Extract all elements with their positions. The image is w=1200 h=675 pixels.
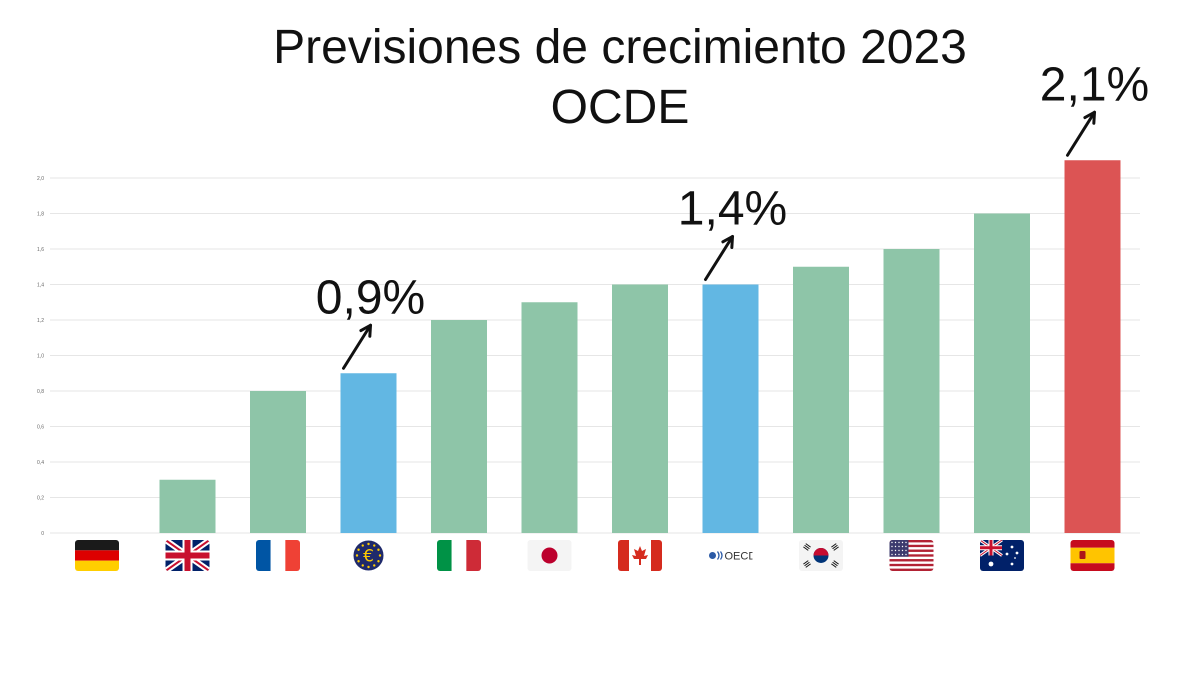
y-tick-label: 1,2 xyxy=(37,318,44,324)
oecd-logo-icon: OECD xyxy=(709,551,757,563)
bar-espa-a xyxy=(1064,160,1121,533)
chart-title-line-1: Previsiones de crecimiento 2023 xyxy=(273,21,967,74)
flag-japan-icon xyxy=(527,540,572,571)
bar-francia xyxy=(250,391,306,533)
y-tick-label: 1,0 xyxy=(37,354,44,360)
bar-eurozona xyxy=(340,373,397,533)
bar-estados-unidos xyxy=(883,249,940,533)
bar-australia xyxy=(974,213,1030,533)
flag-italy-icon xyxy=(437,540,481,571)
annotation-oecd: 1,4% xyxy=(678,183,787,281)
annotation-label: 1,4% xyxy=(678,183,787,236)
bar-italia xyxy=(431,320,487,533)
flag-australia-icon xyxy=(980,540,1024,571)
y-tick-label: 1,8 xyxy=(37,212,44,218)
y-tick-label: 0 xyxy=(41,531,44,537)
annotation-arrowhead xyxy=(359,323,372,338)
y-tick-label: 0,6 xyxy=(37,425,44,431)
annotation-label: 0,9% xyxy=(316,271,425,324)
bar-jap-n xyxy=(521,302,578,533)
euro-symbol-text: € xyxy=(363,547,374,567)
annotation-arrow xyxy=(342,323,372,370)
y-tick-label: 1,4 xyxy=(37,283,44,289)
eu-euro-symbol-icon: € xyxy=(353,540,384,571)
annotation-arrow xyxy=(1066,110,1096,157)
chart-title: Previsiones de crecimiento 2023 OCDE xyxy=(0,18,1200,138)
bar-reino-unido xyxy=(159,479,216,533)
bar-corea-del-sur xyxy=(793,266,849,533)
annotation-label: 2,1% xyxy=(1040,58,1149,111)
bar-ocde xyxy=(702,284,759,533)
bar-canad- xyxy=(612,284,668,533)
flag-france-icon xyxy=(256,540,300,571)
annotation-arrowhead xyxy=(721,235,734,249)
y-tick-label: 0,4 xyxy=(37,460,44,466)
annotation-spain: 2,1% xyxy=(1040,58,1149,157)
oecd-logo-text: OECD xyxy=(725,551,757,563)
y-tick-label: 1,6 xyxy=(37,247,44,253)
y-tick-label: 0,2 xyxy=(37,496,44,502)
flag-usa-icon xyxy=(889,540,934,571)
chart-title-line-2: OCDE xyxy=(550,81,690,134)
annotation-arrowhead xyxy=(1083,110,1096,125)
annotation-eurozone: 0,9% xyxy=(316,271,425,370)
flag-uk-icon xyxy=(165,540,210,571)
y-tick-label: 2,0 xyxy=(37,176,44,182)
flag-south-korea-icon xyxy=(799,540,843,571)
flag-canada-icon xyxy=(618,540,662,571)
annotation-arrow xyxy=(704,235,734,281)
y-tick-label: 0,8 xyxy=(37,389,44,395)
flag-spain-icon xyxy=(1070,540,1115,571)
flag-germany-icon xyxy=(75,540,119,571)
